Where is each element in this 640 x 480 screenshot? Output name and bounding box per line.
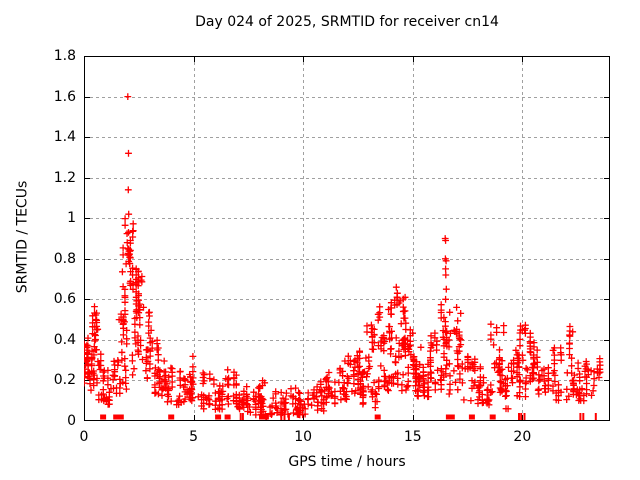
- y-tick-label: 1: [67, 210, 76, 227]
- y-tick-label: 1.4: [53, 129, 76, 146]
- scatter-plot: [80, 56, 610, 422]
- x-tick-label: 15: [403, 429, 422, 445]
- x-tick-label: 0: [79, 429, 89, 445]
- plot-border: [84, 56, 610, 421]
- scatter-points: [80, 93, 604, 419]
- zero-value-markers: [100, 413, 597, 420]
- axis-ticks: [84, 56, 610, 422]
- y-tick-label: 0.8: [53, 250, 76, 267]
- y-tick-label: 1.8: [53, 48, 76, 64]
- x-axis-label: GPS time / hours: [288, 454, 406, 470]
- x-tick-label: 5: [189, 429, 199, 445]
- plot-area: [80, 56, 610, 422]
- y-tick-label: 1.6: [53, 88, 76, 105]
- x-tick-label: 10: [294, 429, 313, 445]
- y-tick-label: 0: [67, 413, 76, 429]
- gridlines: [84, 56, 610, 421]
- y-tick-label: 0.6: [53, 291, 76, 308]
- y-axis-label: SRMTID / TECUs: [14, 180, 31, 294]
- chart-title: Day 024 of 2025, SRMTID for receiver cn1…: [195, 14, 499, 30]
- y-tick-label: 1.2: [53, 169, 76, 186]
- y-tick-label: 0.2: [53, 372, 76, 389]
- x-tick-label: 20: [513, 429, 532, 445]
- y-tick-label: 0.4: [53, 331, 76, 348]
